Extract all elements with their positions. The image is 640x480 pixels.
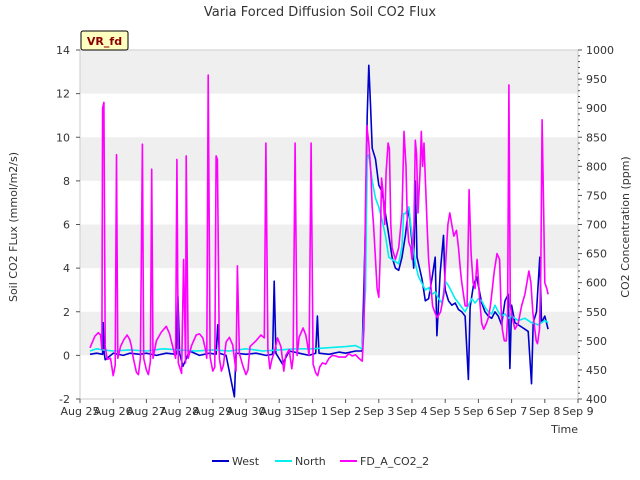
y-right-tick-label: 900 [586,102,607,115]
y-right-tick-label: 650 [586,248,607,261]
x-tick-label: Sep 3 [363,405,394,418]
legend: West North FD_A_CO2_2 [212,455,429,468]
chart-title: Varia Forced Diffusion Soil CO2 Flux [204,5,437,20]
grid-band [80,137,578,181]
x-tick-label: Aug 30 [227,405,266,418]
site-badge: VR_fd [80,30,129,51]
axes-layer: -2 0 2 4 6 8 10 12 14 400 450 500 550 600 650 700 750 800… [56,44,614,418]
x-tick-label: Aug 25 [61,405,100,418]
y-left-tick-label: 4 [63,262,70,275]
y-right-tick-label: 550 [586,306,607,319]
x-tick-label: Sep 8 [529,405,560,418]
y-left-tick-label: 10 [56,131,70,144]
legend-label: FD_A_CO2_2 [360,455,429,468]
y-right-tick-label: 400 [586,393,607,406]
y-left-tick-label: -2 [59,393,70,406]
y-left-tick-label: 2 [63,306,70,319]
y-axis-right-label: CO2 Concentration (ppm) [619,156,632,297]
x-axis-label: Time [550,423,578,436]
y-right-tick-label: 1000 [586,44,614,57]
x-tick-label: Sep 4 [396,405,427,418]
y-right-tick-label: 950 [586,73,607,86]
x-tick-label: Sep 9 [562,405,593,418]
x-tick-label: Aug 26 [94,405,133,418]
y-left-tick-label: 8 [63,175,70,188]
x-tick-label: Aug 29 [193,405,232,418]
series-layer [89,64,549,398]
y-right-tick-label: 700 [586,219,607,232]
plot-background-bands [80,50,578,356]
y-left-tick-label: 14 [56,44,70,57]
y-axis-left-label: Soil CO2 FLux (mmol/m2/s) [7,152,20,302]
legend-label: North [295,455,326,468]
series-line-north [89,153,549,352]
grid-band [80,224,578,269]
x-tick-label: Sep 2 [330,405,361,418]
grid-band [80,50,578,94]
site-badge-label: VR_fd [87,35,122,48]
y-right-tick-label: 800 [586,160,607,173]
series-line-west [89,64,549,398]
x-tick-label: Aug 28 [160,405,199,418]
y-left-tick-label: 6 [63,219,70,232]
y-right-tick-label: 600 [586,277,607,290]
y-right-tick-label: 500 [586,335,607,348]
x-tick-label: Sep 6 [463,405,494,418]
y-right-tick-label: 750 [586,189,607,202]
x-tick-label: Sep 5 [430,405,461,418]
y-left-tick-label: 12 [56,88,70,101]
x-tick-label: Sep 1 [297,405,328,418]
y-right-tick-label: 850 [586,131,607,144]
series-line-fd-a-co2-2 [89,74,549,377]
legend-label: West [232,455,260,468]
x-tick-label: Sep 7 [496,405,527,418]
x-tick-label: Aug 27 [127,405,166,418]
site-badge-box [80,30,129,51]
y-left-tick-label: 0 [63,349,70,362]
x-tick-label: Aug 31 [260,405,299,418]
y-right-tick-label: 450 [586,364,607,377]
